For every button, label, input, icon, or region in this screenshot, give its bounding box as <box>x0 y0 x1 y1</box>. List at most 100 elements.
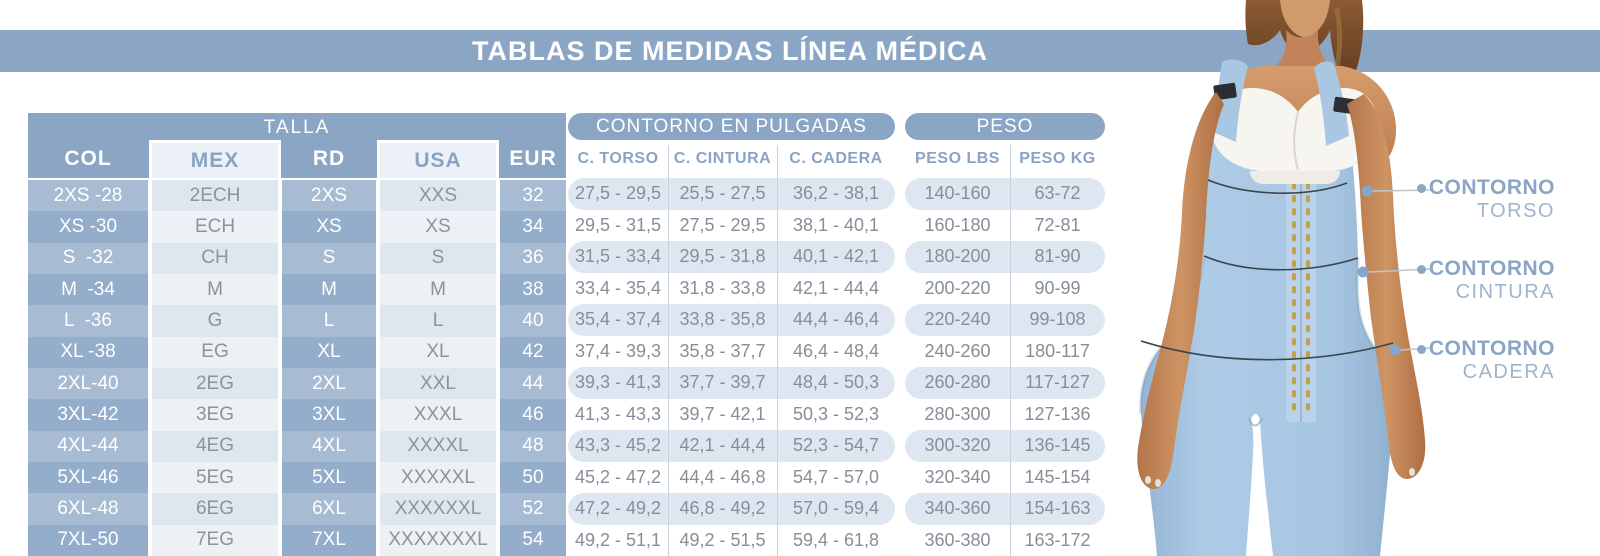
peso-group: 180-200 81-90 <box>905 241 1105 273</box>
peso-group-header: PESO <box>905 113 1105 140</box>
contorno-group: 27,5 - 29,5 25,5 - 27,5 36,2 - 38,1 <box>568 178 895 210</box>
measure-cell-torso: 33,4 - 35,4 <box>574 277 662 298</box>
group-gap <box>895 399 905 431</box>
size-row: XS -30 ECH XS XS 34 <box>28 211 566 243</box>
measure-cell-torso: 29,5 - 31,5 <box>574 214 662 235</box>
measure-cell-peso-kg: 90-99 <box>1034 277 1081 298</box>
size-cell-col: 2XL-40 <box>28 367 148 400</box>
measure-rows: 27,5 - 29,5 25,5 - 27,5 36,2 - 38,1 140-160… <box>568 178 1105 556</box>
bra-band <box>1250 171 1340 184</box>
measure-cell-cadera: 54,7 - 57,0 <box>792 466 880 487</box>
waist-measure-line <box>1203 255 1359 271</box>
measure-row: 41,3 - 43,3 39,7 - 42,1 50,3 - 52,3 280-300… <box>568 399 1105 431</box>
measure-row: 47,2 - 49,2 46,8 - 49,2 57,0 - 59,4 340-360… <box>568 493 1105 525</box>
size-cell-mex: 7EG <box>152 524 278 556</box>
measure-cell-cintura: 25,5 - 27,5 <box>679 183 766 204</box>
measure-cell-cadera: 44,4 - 46,4 <box>792 309 880 330</box>
measure-cell-cadera: 42,1 - 44,4 <box>792 277 880 298</box>
size-row: XL -38 EG XL XL 42 <box>28 336 566 368</box>
contorno-group: 39,3 - 41,3 37,7 - 39,7 48,4 - 50,3 <box>568 367 895 399</box>
measure-cell-peso-lbs: 220-240 <box>924 309 991 330</box>
size-cell-col: L -36 <box>28 305 148 337</box>
size-cell-usa: XS <box>380 211 496 243</box>
fingernail <box>1145 476 1151 484</box>
strap-left <box>1213 59 1248 142</box>
group-gap <box>895 210 905 242</box>
size-row: 3XL-42 3EG 3XL XXXL 46 <box>28 399 566 431</box>
size-cell-eur: 50 <box>500 461 566 494</box>
measure-cell-cadera: 38,1 - 40,1 <box>792 214 880 235</box>
size-cell-eur: 38 <box>500 273 566 306</box>
size-cell-mex: 4EG <box>152 430 278 462</box>
size-row: L -36 G L L 40 <box>28 305 566 337</box>
bullet-icon <box>1416 264 1426 274</box>
model-illustration <box>1137 0 1433 556</box>
column-header-peso-lbs: PESO LBS <box>915 150 1000 167</box>
size-cell-col: 2XS -28 <box>28 180 148 212</box>
column-header-c-torso: C. TORSO <box>577 150 659 167</box>
measure-cell-cadera: 59,4 - 61,8 <box>792 529 880 550</box>
measure-row: 45,2 - 47,2 44,4 - 46,8 54,7 - 57,0 320-340… <box>568 462 1105 494</box>
measure-cell-peso-kg: 180-117 <box>1025 340 1090 361</box>
size-cell-usa: XXXXXXL <box>380 493 496 525</box>
size-table-rows: 2XS -28 2ECH 2XS XXS 32 XS -30 ECH XS XS 34 S -32 C… <box>28 180 566 556</box>
group-gap <box>895 462 905 494</box>
contorno-group: 49,2 - 51,1 49,2 - 51,5 59,4 - 61,8 <box>568 525 895 556</box>
measurements-panel: CONTORNO EN PULGADAS PESO C. TORSO C. CI… <box>568 113 1105 556</box>
column-divider <box>1010 145 1011 556</box>
size-cell-eur: 54 <box>500 524 566 556</box>
size-cell-mex: 6EG <box>152 493 278 525</box>
size-cell-col: XS -30 <box>28 211 148 243</box>
peso-group: 360-380 163-172 <box>905 525 1105 556</box>
measure-row: 37,4 - 39,3 35,8 - 37,7 46,4 - 48,4 240-260… <box>568 336 1105 368</box>
measure-cell-torso: 31,5 - 33,4 <box>574 246 662 267</box>
neck <box>1272 30 1334 70</box>
group-gap <box>895 336 905 368</box>
measure-cell-peso-lbs: 280-300 <box>924 403 991 424</box>
group-gap <box>895 367 905 399</box>
size-cell-col: 6XL-48 <box>28 493 148 525</box>
measure-cell-peso-lbs: 320-340 <box>924 466 991 487</box>
size-cell-usa: XXS <box>380 180 496 212</box>
measure-cell-cintura: 29,5 - 31,8 <box>679 246 766 267</box>
column-divider <box>668 145 669 556</box>
size-row: 2XL-40 2EG 2XL XXL 44 <box>28 367 566 400</box>
fingernail <box>1409 468 1415 476</box>
group-gap <box>895 241 905 273</box>
size-cell-rd: XS <box>282 211 376 243</box>
measure-cell-peso-kg: 154-163 <box>1024 498 1091 519</box>
size-cell-rd: XL <box>282 336 376 368</box>
model-figure: CONTORNO TORSO CONTORNO CINTURA CONTORNO… <box>1100 0 1600 556</box>
measure-row: 39,3 - 41,3 37,7 - 39,7 48,4 - 50,3 260-280… <box>568 367 1105 399</box>
measure-cell-peso-lbs: 300-320 <box>924 435 991 456</box>
measure-cell-cadera: 50,3 - 52,3 <box>792 403 880 424</box>
measure-cell-cadera: 48,4 - 50,3 <box>792 372 880 393</box>
group-gap <box>895 178 905 210</box>
peso-group: 280-300 127-136 <box>905 399 1105 431</box>
label-title-row: CONTORNO <box>1416 337 1555 361</box>
contorno-group: 31,5 - 33,4 29,5 - 31,8 40,1 - 42,1 <box>568 241 895 273</box>
measure-row: 35,4 - 37,4 33,8 - 35,8 44,4 - 46,4 220-240… <box>568 304 1105 336</box>
measure-row: 33,4 - 35,4 31,8 - 33,8 42,1 - 44,4 200-220… <box>568 273 1105 305</box>
size-cell-rd: 5XL <box>282 461 376 494</box>
contorno-group: 45,2 - 47,2 44,4 - 46,8 54,7 - 57,0 <box>568 462 895 494</box>
size-cell-mex: G <box>152 305 278 337</box>
size-cell-col: M -34 <box>28 273 148 306</box>
column-header-col: COL <box>64 147 112 170</box>
talla-group-header: TALLA <box>263 117 331 138</box>
measure-cell-cadera: 40,1 - 42,1 <box>792 246 880 267</box>
measure-row: 27,5 - 29,5 25,5 - 27,5 36,2 - 38,1 140-160… <box>568 178 1105 210</box>
measure-cell-torso: 27,5 - 29,5 <box>574 183 662 204</box>
measure-row: 43,3 - 45,2 42,1 - 44,4 52,3 - 54,7 300-320… <box>568 430 1105 462</box>
group-gap <box>895 273 905 305</box>
hip-measure-line <box>1140 340 1394 361</box>
peso-group: 220-240 99-108 <box>905 304 1105 336</box>
size-cell-rd: 2XL <box>282 367 376 400</box>
size-cell-col: S -32 <box>28 242 148 274</box>
size-cell-rd: S <box>282 242 376 274</box>
measure-cell-peso-kg: 81-90 <box>1034 246 1081 267</box>
contorno-group: 29,5 - 31,5 27,5 - 29,5 38,1 - 40,1 <box>568 210 895 242</box>
measure-row: 31,5 - 33,4 29,5 - 31,8 40,1 - 42,1 180-200… <box>568 241 1105 273</box>
measure-cell-cadera: 52,3 - 54,7 <box>792 435 880 456</box>
column-header-eur: EUR <box>509 147 557 170</box>
